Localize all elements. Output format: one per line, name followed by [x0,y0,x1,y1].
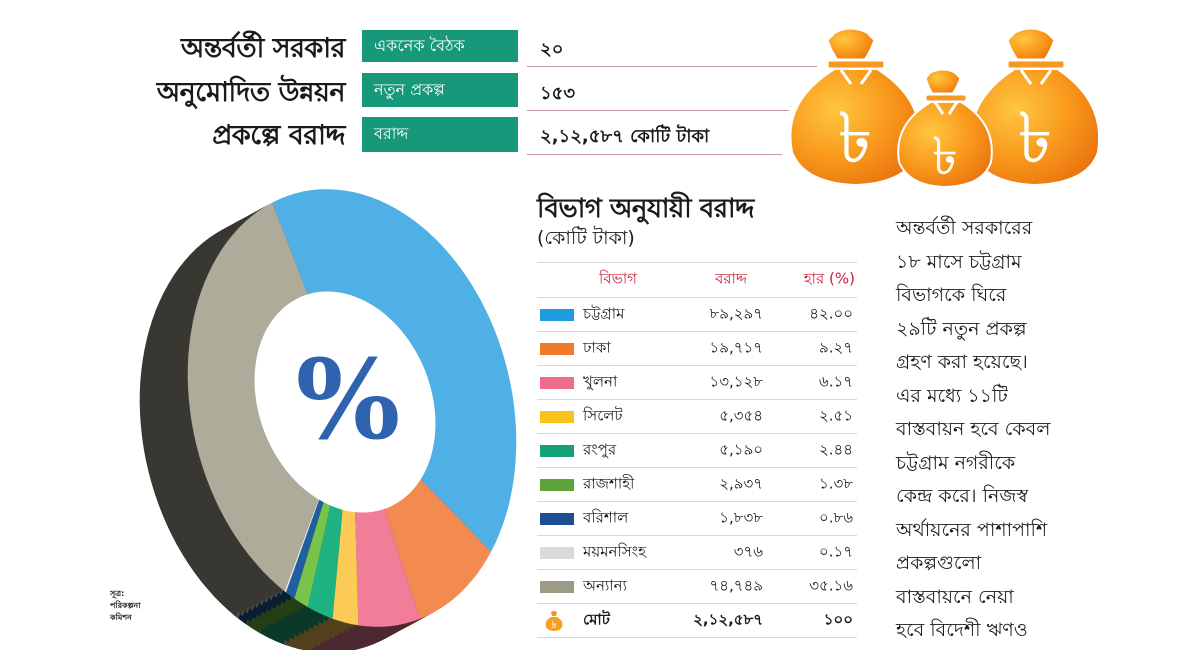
percent-symbol: % [296,335,401,464]
row-pct: ৪২.০০ [809,304,853,322]
stat-label-ecnec-meetings: একনেক বৈঠক [362,30,518,62]
divider [527,110,789,111]
table-row-total: ৳ মোট ২,১২,৫৮৭ ১০০ [537,604,857,638]
row-amount: ৫,১৯০ [719,440,763,458]
svg-text:৳: ৳ [838,97,873,179]
stat-label-allocation: বরাদ্দ [362,117,518,152]
row-pct: ৩৫.১৬ [809,576,853,594]
legend-swatch [540,376,574,389]
section-title: বিভাগ অনুযায়ী বরাদ্দ [537,194,754,224]
stat-value-allocation: ২,১২,৫৮৭ কোটি টাকা [540,126,710,147]
row-name: মোট [583,610,610,628]
row-name: রাজশাহী [583,474,635,492]
row-pct: ২.৫১ [819,406,853,424]
source-note: সূত্র: পরিকল্পনা কমিশন [110,589,141,622]
row-amount: ২,১২,৫৮৭ [693,610,763,628]
table-row: অন্যান্য ৭৪,৭৪৯ ৩৫.১৬ [537,570,857,604]
header-division: বিভাগ [599,269,637,288]
legend-swatch [540,410,574,423]
row-name: রংপুর [583,440,617,458]
row-amount: ১৯,৭১৭ [709,338,763,356]
legend-swatch [540,444,574,457]
row-name: সিলেট [583,406,623,424]
row-amount: ৩৭৬ [733,542,763,560]
legend-swatch [540,580,574,593]
svg-text:৳: ৳ [1018,97,1053,179]
donut-chart: % [139,189,517,650]
legend-swatch [540,308,574,321]
money-bags-taka-icon: ৳ ৳ ৳ [791,26,1099,189]
legend-swatch [540,342,574,355]
donut-hole [254,291,436,513]
row-name: চট্টগ্রাম [583,304,625,322]
row-pct: ৬.১৭ [818,372,853,390]
row-amount: ১,৮৩৮ [719,508,763,526]
row-name: খুলনা [583,372,618,390]
money-bag-icon: ৳ [897,67,993,189]
table-row: চট্টগ্রাম ৮৯,২৯৭ ৪২.০০ [537,298,857,332]
money-bag-icon: ৳ [543,610,565,632]
stat-value-new-projects: ১৫৩ [540,83,576,104]
row-pct: ১০০ [823,610,853,628]
row-name: বরিশাল [583,508,629,526]
row-amount: ৫,৩৫৪ [719,406,763,424]
legend-swatch [540,546,574,559]
svg-text:৳: ৳ [932,127,958,187]
legend-swatch [540,512,574,525]
table-row: খুলনা ১৩,১২৮ ৬.১৭ [537,366,857,400]
table-row: ময়মনসিংহ ৩৭৬ ০.১৭ [537,536,857,570]
divider [527,154,782,155]
stat-value-ecnec-meetings: ২০ [540,39,564,60]
summary-note: অন্তর্বর্তী সরকারের ১৮ মাসে চট্টগ্রাম বি… [896,217,1051,641]
table-row: ঢাকা ১৯,৭১৭ ৯.২৭ [537,332,857,366]
row-name: ঢাকা [583,338,611,356]
allocation-table: বিভাগ বরাদ্দ হার (%) চট্টগ্রাম ৮৯,২৯৭ ৪২.০… [537,262,857,638]
row-amount: ৭৪,৭৪৯ [709,576,763,594]
table-header: বিভাগ বরাদ্দ হার (%) [537,262,857,298]
section-subtitle: (কোটি টাকা) [537,227,635,249]
headline-line-1: অন্তর্বর্তী সরকার [180,33,346,64]
headline-line-3: প্রকল্পে বরাদ্দ [212,120,345,151]
row-pct: ১.৩৮ [819,474,853,492]
row-pct: ০.৮৬ [818,508,853,526]
table-row: বরিশাল ১,৮৩৮ ০.৮৬ [537,502,857,536]
legend-swatch [540,478,574,491]
row-name: ময়মনসিংহ [583,542,646,560]
table-row: রংপুর ৫,১৯০ ২.৪৪ [537,434,857,468]
divider [527,66,817,67]
header-rate: হার (%) [803,269,855,288]
row-pct: ৯.২৭ [818,338,853,356]
row-amount: ২,৯৩৭ [719,474,763,492]
money-bag-icon: ৳ [791,26,919,184]
row-amount: ১৩,১২৮ [709,372,763,390]
table-row: রাজশাহী ২,৯৩৭ ১.৩৮ [537,468,857,502]
row-amount: ৮৯,২৯৭ [709,304,763,322]
header-allocation: বরাদ্দ [714,269,747,288]
stat-label-new-projects: নতুন প্রকল্প [362,73,518,107]
svg-text:৳: ৳ [552,620,557,631]
row-pct: ২.৪৪ [819,440,853,458]
money-bag-icon: ৳ [971,26,1099,184]
row-name: অন্যান্য [583,576,627,594]
headline-line-2: অনুমোদিত উন্নয়ন [156,77,346,108]
table-row: সিলেট ৫,৩৫৪ ২.৫১ [537,400,857,434]
row-pct: ০.১৭ [818,542,853,560]
